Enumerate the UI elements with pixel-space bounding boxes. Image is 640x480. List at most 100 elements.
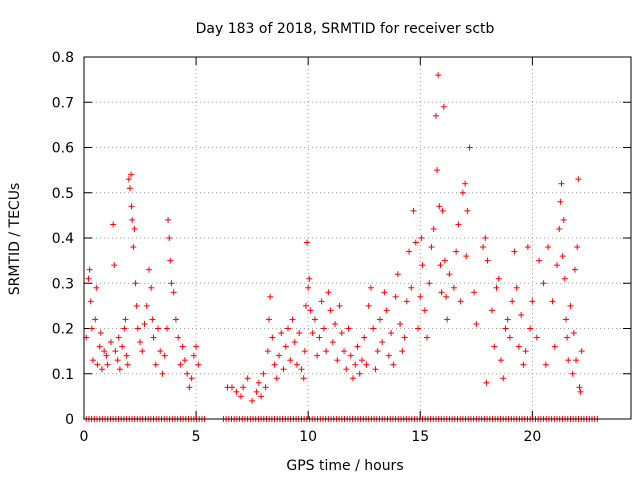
- data-point: [347, 352, 354, 359]
- data-point: [172, 316, 179, 323]
- data-point: [154, 325, 161, 332]
- data-point: [128, 203, 135, 210]
- data-point: [443, 293, 450, 300]
- data-point: [482, 235, 489, 241]
- data-point: [119, 343, 126, 350]
- data-point: [345, 325, 352, 332]
- data-point: [150, 334, 157, 341]
- y-tick-label: 0.8: [52, 50, 74, 66]
- data-point: [179, 343, 186, 350]
- data-point: [332, 320, 339, 327]
- data-point: [285, 325, 292, 332]
- data-point: [244, 375, 251, 382]
- data-point: [354, 343, 361, 350]
- x-axis-label: GPS time / hours: [286, 458, 403, 474]
- data-point: [323, 348, 330, 355]
- data-point: [186, 384, 193, 391]
- data-point: [107, 339, 114, 346]
- data-point: [522, 348, 529, 355]
- data-point: [271, 361, 278, 368]
- data-point: [557, 198, 564, 205]
- data-point: [577, 388, 584, 395]
- data-point: [240, 384, 247, 391]
- data-point: [434, 167, 441, 174]
- data-point: [94, 361, 101, 368]
- data-point: [255, 379, 262, 386]
- data-point: [165, 216, 172, 223]
- data-point: [265, 316, 272, 323]
- data-point: [350, 375, 357, 382]
- data-point: [149, 316, 156, 323]
- data-point: [190, 352, 197, 359]
- data-point: [509, 298, 516, 305]
- data-point: [457, 298, 464, 305]
- data-point: [87, 298, 94, 305]
- data-point: [540, 280, 547, 287]
- data-point: [527, 325, 534, 332]
- data-point: [249, 397, 256, 404]
- data-point: [125, 176, 132, 183]
- data-point: [412, 239, 419, 246]
- data-point: [536, 257, 543, 264]
- data-point: [403, 298, 410, 305]
- data-point: [421, 307, 428, 314]
- data-point: [502, 325, 509, 332]
- y-axis-ticks: 0 0.1 0.2 0.3 0.4 0.5 0.6 0.7 0.8: [52, 50, 631, 428]
- data-point: [92, 316, 99, 323]
- data-point: [152, 361, 159, 368]
- data-point: [578, 348, 585, 355]
- data-points: [83, 72, 601, 422]
- data-point: [89, 357, 96, 364]
- data-point: [88, 325, 95, 332]
- data-point: [177, 361, 184, 368]
- data-point: [141, 320, 148, 327]
- data-point: [170, 289, 177, 296]
- data-point: [114, 357, 121, 364]
- data-point: [148, 284, 155, 291]
- data-point: [418, 235, 425, 241]
- data-point: [233, 388, 240, 395]
- data-point: [575, 176, 582, 183]
- data-point: [549, 298, 556, 305]
- data-point: [406, 248, 413, 255]
- data-point: [122, 316, 129, 323]
- data-point: [188, 375, 195, 382]
- data-point: [269, 334, 276, 341]
- data-point: [483, 379, 490, 386]
- data-point: [455, 221, 462, 228]
- data-point: [85, 275, 92, 282]
- data-point: [132, 280, 139, 287]
- data-point: [489, 307, 496, 314]
- data-point: [336, 302, 343, 309]
- data-point: [304, 239, 311, 246]
- data-point: [300, 375, 307, 382]
- data-point: [228, 384, 235, 391]
- data-point: [104, 361, 111, 368]
- data-point: [159, 370, 166, 377]
- data-point: [388, 330, 395, 337]
- data-point: [301, 348, 308, 355]
- data-point: [287, 357, 294, 364]
- x-tick-label: 15: [411, 429, 429, 445]
- data-point: [273, 375, 280, 382]
- data-point: [128, 171, 135, 178]
- data-point: [440, 103, 447, 110]
- data-point: [381, 289, 388, 296]
- data-point: [399, 348, 406, 355]
- data-point: [376, 316, 383, 323]
- data-point: [370, 325, 377, 332]
- data-point: [157, 348, 164, 355]
- data-point: [168, 280, 175, 287]
- data-point: [143, 302, 150, 309]
- data-point: [471, 289, 478, 296]
- data-point: [356, 370, 363, 377]
- data-point: [96, 343, 103, 350]
- data-point: [513, 284, 520, 291]
- data-point: [267, 293, 274, 300]
- data-point: [123, 352, 130, 359]
- data-point: [329, 339, 336, 346]
- x-tick-label: 0: [80, 429, 89, 445]
- data-point: [518, 311, 525, 318]
- data-point: [504, 316, 511, 323]
- data-point: [419, 262, 426, 269]
